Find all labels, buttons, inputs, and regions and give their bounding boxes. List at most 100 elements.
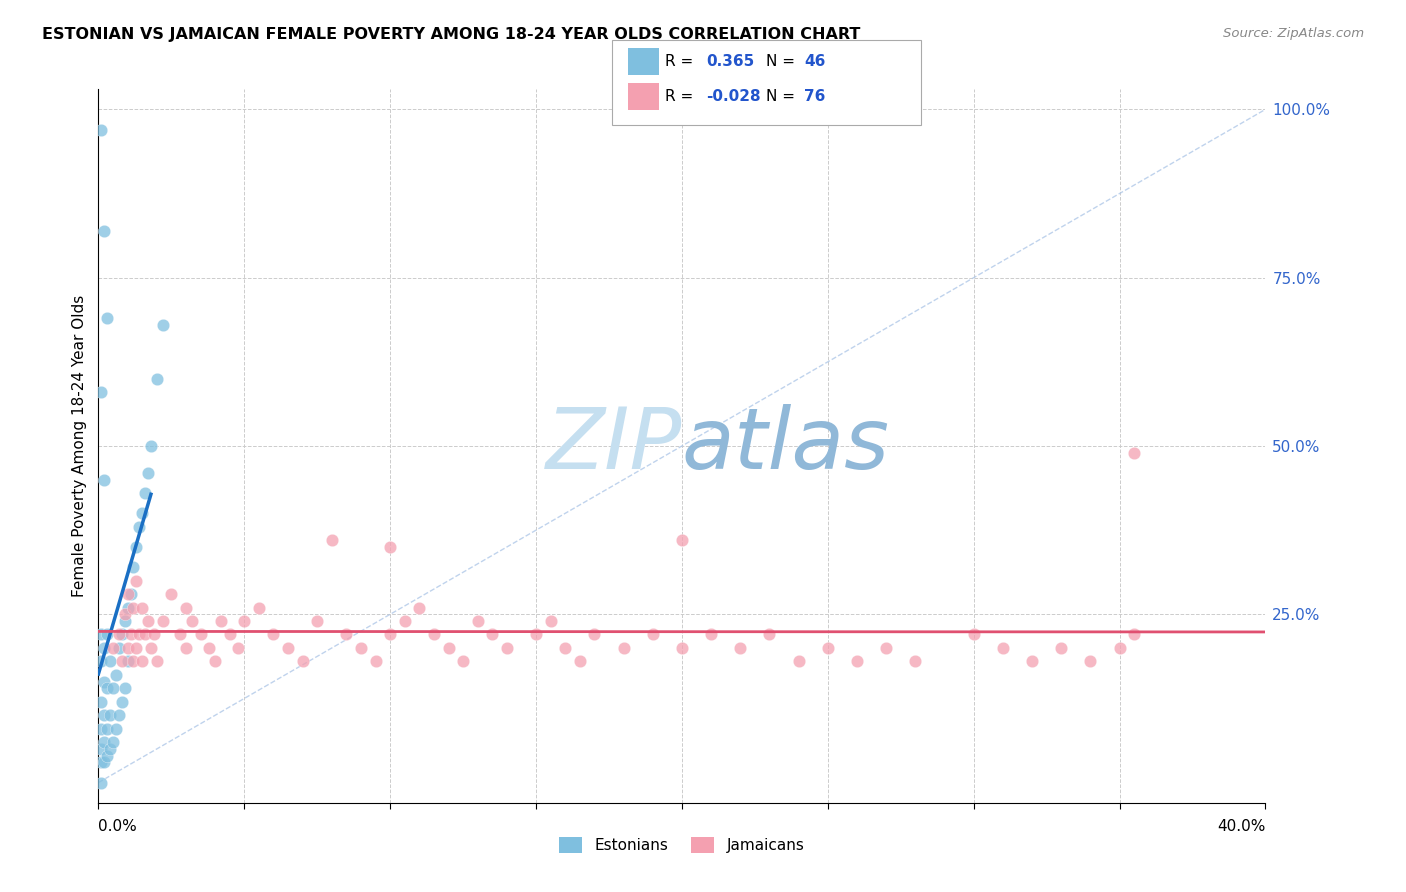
Point [408,600,430,615]
Point [180,614,202,628]
Point [962,627,984,641]
Point [350,640,373,655]
Point [218,627,240,641]
Point [1123,627,1146,641]
Text: atlas: atlas [682,404,890,488]
Text: 0.0%: 0.0% [98,820,138,834]
Text: 76: 76 [804,89,825,103]
Point [136,466,159,480]
Point [291,655,314,669]
Legend: Estonians, Jamaicans: Estonians, Jamaicans [554,831,810,859]
Point [120,627,142,641]
Point [96,722,118,736]
Point [904,655,927,669]
Point [134,627,156,641]
Point [1108,640,1130,655]
Point [90,695,112,709]
Point [146,372,169,386]
Point [125,574,148,588]
Point [169,627,191,641]
Point [111,695,134,709]
Point [233,614,256,628]
Point [160,587,183,601]
Point [90,122,112,136]
Text: R =: R = [665,89,699,103]
Point [117,640,139,655]
Point [146,655,169,669]
Point [139,640,162,655]
Text: 46: 46 [804,54,825,69]
Point [93,473,115,487]
Point [152,614,174,628]
Point [108,640,131,655]
Point [108,708,131,723]
Point [122,655,145,669]
Point [671,640,693,655]
Point [612,640,634,655]
Point [554,640,576,655]
Point [142,627,165,641]
Point [98,708,121,723]
Point [198,640,221,655]
Point [114,607,136,622]
Point [380,627,402,641]
Point [131,506,153,520]
Point [90,742,112,756]
Point [90,722,112,736]
Point [423,627,446,641]
Point [120,587,142,601]
Text: N =: N = [766,54,800,69]
Point [174,600,197,615]
Point [122,560,145,574]
Point [125,640,148,655]
Point [335,627,357,641]
Point [730,640,752,655]
Point [101,681,124,696]
Point [125,540,148,554]
Point [496,640,519,655]
Point [93,756,115,770]
Point [131,655,153,669]
Point [93,708,115,723]
Point [846,655,869,669]
Point [451,655,474,669]
Point [96,627,118,641]
Point [98,742,121,756]
Point [128,627,150,641]
Point [117,600,139,615]
Point [568,655,591,669]
Point [540,614,562,628]
Point [467,614,489,628]
Point [93,674,115,689]
Point [364,655,387,669]
Point [641,627,664,641]
Point [98,655,121,669]
Point [96,748,118,763]
Point [104,668,127,682]
Point [174,640,197,655]
Text: ZIP: ZIP [546,404,682,488]
Point [96,681,118,696]
Point [114,614,136,628]
Point [228,640,250,655]
Point [524,627,547,641]
Point [90,756,112,770]
Text: 40.0%: 40.0% [1218,820,1265,834]
Text: 0.365: 0.365 [706,54,754,69]
Point [1050,640,1073,655]
Point [136,614,159,628]
Text: N =: N = [766,89,800,103]
Point [991,640,1014,655]
Point [583,627,606,641]
Text: Source: ZipAtlas.com: Source: ZipAtlas.com [1223,27,1364,40]
Point [394,614,416,628]
Point [104,722,127,736]
Point [209,614,232,628]
Point [787,655,810,669]
Point [758,627,780,641]
Point [111,627,134,641]
Point [117,587,139,601]
Point [114,681,136,696]
Point [90,385,112,400]
Point [93,640,115,655]
